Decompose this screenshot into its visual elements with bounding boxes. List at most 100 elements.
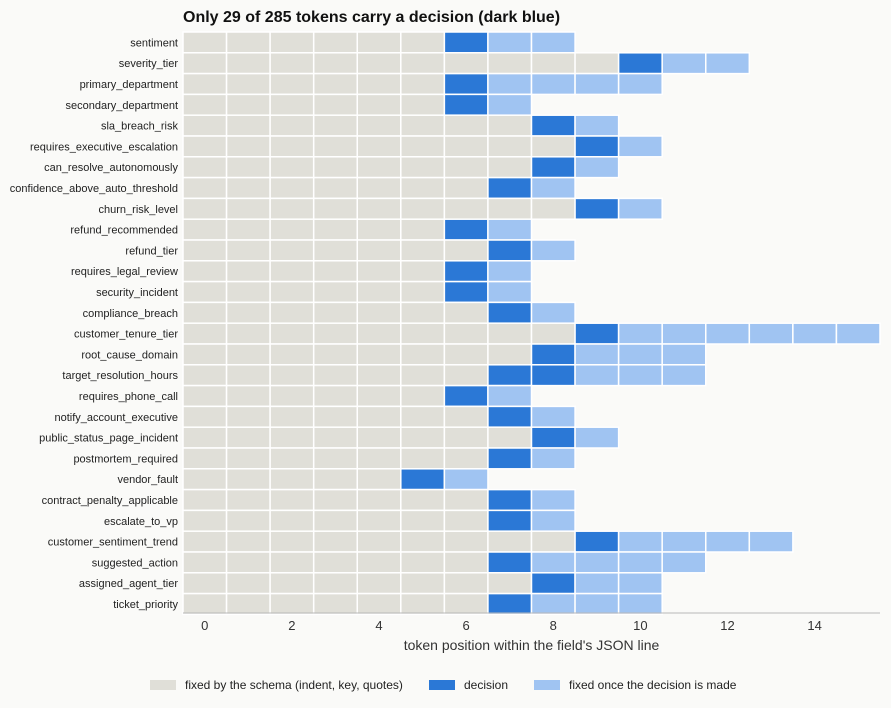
- fixed-token-cell: [487, 114, 533, 137]
- fixed-token-cell: [356, 52, 402, 75]
- fixed-token-cell: [225, 405, 271, 428]
- row-label: sla_breach_risk: [101, 121, 179, 133]
- fixed-token-cell: [400, 364, 446, 387]
- fixed-token-cell: [530, 322, 576, 345]
- fixed-token-cell: [269, 156, 315, 179]
- post-decision-token-cell: [574, 343, 620, 366]
- post-decision-token-cell: [487, 384, 533, 408]
- fixed-token-cell: [356, 280, 402, 304]
- fixed-token-cell: [356, 239, 402, 262]
- legend-item-after: fixed once the decision is made: [534, 678, 737, 692]
- fixed-token-cell: [443, 176, 489, 200]
- post-decision-token-cell: [617, 551, 663, 574]
- fixed-token-cell: [312, 72, 358, 96]
- fixed-token-cell: [269, 218, 315, 241]
- fixed-token-cell: [356, 551, 402, 574]
- legend: fixed by the schema (indent, key, quotes…: [150, 678, 737, 692]
- token-row: assigned_agent_tier: [79, 572, 663, 595]
- fixed-token-cell: [312, 114, 358, 137]
- token-row: escalate_to_vp: [104, 509, 576, 532]
- fixed-token-cell: [269, 384, 315, 408]
- fixed-token-cell: [182, 384, 228, 408]
- token-row: confidence_above_auto_threshold: [10, 176, 576, 200]
- fixed-token-cell: [182, 156, 228, 179]
- fixed-token-cell: [312, 52, 358, 75]
- legend-label: fixed once the decision is made: [569, 678, 737, 692]
- post-decision-token-cell: [530, 551, 576, 574]
- token-row: contract_penalty_applicable: [42, 488, 576, 512]
- token-row: refund_tier: [125, 239, 576, 262]
- token-row: compliance_breach: [83, 301, 576, 324]
- fixed-token-cell: [312, 551, 358, 574]
- decision-token-cell: [530, 572, 576, 595]
- row-label: confidence_above_auto_threshold: [10, 183, 178, 195]
- decision-token-cell: [443, 31, 489, 54]
- fixed-token-cell: [356, 114, 402, 137]
- decision-token-cell: [487, 405, 533, 428]
- fixed-token-cell: [182, 93, 228, 116]
- row-label: churn_risk_level: [99, 204, 178, 216]
- fixed-token-cell: [225, 426, 271, 449]
- decision-token-cell: [574, 135, 620, 158]
- row-label: ticket_priority: [113, 599, 178, 611]
- token-row: can_resolve_autonomously: [44, 156, 620, 179]
- post-decision-token-cell: [487, 280, 533, 304]
- fixed-token-cell: [225, 135, 271, 158]
- fixed-token-cell: [269, 72, 315, 96]
- fixed-token-cell: [269, 447, 315, 470]
- fixed-token-cell: [356, 31, 402, 54]
- fixed-token-cell: [530, 530, 576, 553]
- token-row: suggested_action: [92, 551, 707, 574]
- fixed-token-cell: [356, 322, 402, 345]
- fixed-token-cell: [400, 343, 446, 366]
- fixed-token-cell: [225, 509, 271, 532]
- fixed-token-cell: [225, 551, 271, 574]
- fixed-token-cell: [443, 488, 489, 512]
- decision-token-cell: [443, 93, 489, 116]
- token-row: sla_breach_risk: [101, 114, 620, 137]
- fixed-token-cell: [182, 135, 228, 158]
- row-label: postmortem_required: [73, 453, 178, 465]
- decision-token-cell: [443, 280, 489, 304]
- row-label: root_cause_domain: [81, 349, 178, 361]
- post-decision-token-cell: [487, 72, 533, 96]
- row-label: contract_penalty_applicable: [42, 495, 178, 507]
- fixed-token-cell: [225, 156, 271, 179]
- fixed-token-cell: [312, 301, 358, 324]
- decision-token-cell: [574, 530, 620, 553]
- fixed-token-cell: [182, 31, 228, 54]
- row-label: security_incident: [96, 287, 178, 299]
- token-row: ticket_priority: [113, 592, 663, 616]
- fixed-token-cell: [356, 176, 402, 200]
- fixed-token-cell: [443, 197, 489, 220]
- fixed-token-cell: [400, 530, 446, 553]
- fixed-token-cell: [225, 572, 271, 595]
- fixed-token-cell: [269, 405, 315, 428]
- fixed-token-cell: [269, 426, 315, 449]
- row-label: severity_tier: [119, 58, 179, 70]
- fixed-token-cell: [182, 572, 228, 595]
- fixed-token-cell: [182, 364, 228, 387]
- fixed-token-cell: [225, 384, 271, 408]
- fixed-token-cell: [225, 93, 271, 116]
- fixed-token-cell: [312, 31, 358, 54]
- post-decision-token-cell: [661, 364, 707, 387]
- fixed-token-cell: [443, 551, 489, 574]
- fixed-token-cell: [356, 468, 402, 491]
- fixed-token-cell: [225, 176, 271, 200]
- token-row: public_status_page_incident: [39, 426, 620, 449]
- post-decision-token-cell: [835, 322, 881, 345]
- decision-token-cell: [487, 176, 533, 200]
- fixed-token-cell: [487, 156, 533, 179]
- fixed-token-cell: [400, 72, 446, 96]
- fixed-token-cell: [225, 301, 271, 324]
- fixed-token-cell: [269, 488, 315, 512]
- token-row: refund_recommended: [70, 218, 533, 241]
- token-row: churn_risk_level: [99, 197, 663, 220]
- fixed-token-cell: [312, 509, 358, 532]
- decision-token-cell: [487, 239, 533, 262]
- post-decision-token-cell: [530, 592, 576, 616]
- fixed-token-cell: [312, 488, 358, 512]
- post-decision-token-cell: [661, 551, 707, 574]
- fixed-token-cell: [443, 301, 489, 324]
